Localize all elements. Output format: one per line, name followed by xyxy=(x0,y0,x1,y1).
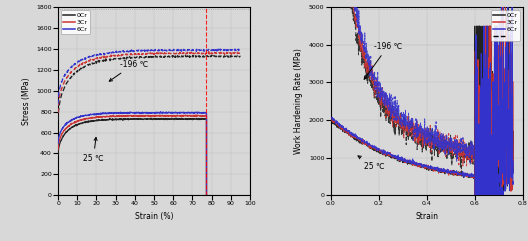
X-axis label: Strain: Strain xyxy=(415,212,438,221)
X-axis label: Strain (%): Strain (%) xyxy=(135,212,173,221)
Legend: 0Cr, 3Cr, 6Cr, : 0Cr, 3Cr, 6Cr, xyxy=(491,10,520,41)
Y-axis label: Work Hardening Rate (MPa): Work Hardening Rate (MPa) xyxy=(294,48,303,154)
Text: 25 ℃: 25 ℃ xyxy=(83,137,103,163)
Text: 25 ℃: 25 ℃ xyxy=(358,156,385,171)
Y-axis label: Stress (MPa): Stress (MPa) xyxy=(22,77,31,125)
Text: -196 ℃: -196 ℃ xyxy=(364,42,402,79)
Text: -196 ℃: -196 ℃ xyxy=(109,60,148,81)
Legend: 0Cr, 3Cr, 6Cr: 0Cr, 3Cr, 6Cr xyxy=(61,10,90,34)
